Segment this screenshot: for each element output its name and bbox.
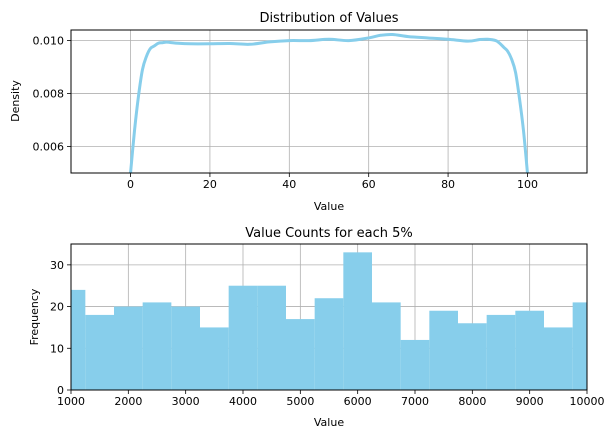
- density-x-axis-label: Value: [314, 200, 344, 213]
- density-chart: Distribution of Values 0 20 40 60 80 100 0.006…: [9, 11, 588, 213]
- density-x-tick-label: 60: [362, 178, 376, 191]
- density-y-axis-label: Density: [9, 80, 22, 122]
- histogram-x-tick-label: 4000: [229, 395, 257, 408]
- density-chart-title: Distribution of Values: [259, 11, 398, 26]
- histogram-x-tick-label: 2000: [114, 395, 142, 408]
- density-y-tick-label: 0.008: [33, 88, 65, 101]
- histogram-y-tick-label: 30: [50, 259, 64, 272]
- density-x-tick-label: 100: [517, 178, 538, 191]
- histogram-x-tick-label: 8000: [458, 395, 486, 408]
- density-x-tick-label: 40: [282, 178, 296, 191]
- density-x-tick-label: 80: [441, 178, 455, 191]
- histogram-x-axis-label: Value: [314, 416, 344, 429]
- density-axis-ticks: 0 20 40 60 80 100 0.006 0.008 0.010: [33, 35, 538, 191]
- histogram-chart-title: Value Counts for each 5%: [245, 226, 412, 241]
- histogram-axis-ticks: 1000 2000 3000 4000 5000 6000 7000 8000 9000 1000…: [50, 259, 605, 408]
- density-x-tick-label: 20: [203, 178, 217, 191]
- histogram-x-tick-label: 10000: [570, 395, 605, 408]
- density-curve-group: [129, 32, 529, 173]
- histogram-bar: [544, 327, 573, 390]
- histogram-x-tick-label: 6000: [344, 395, 372, 408]
- histogram-bar: [286, 319, 315, 390]
- histogram-y-axis-label: Frequency: [28, 288, 41, 345]
- histogram-x-tick-label: 3000: [172, 395, 200, 408]
- histogram-bar: [572, 302, 587, 390]
- density-y-tick-label: 0.006: [33, 141, 65, 154]
- histogram-chart: Value Counts for each 5% 1000 2000 3000 400…: [28, 226, 605, 429]
- histogram-y-tick-label: 10: [50, 342, 64, 355]
- histogram-plot-frame: [70, 243, 588, 391]
- histogram-bar: [314, 298, 344, 390]
- histogram-bar: [257, 285, 286, 390]
- histogram-x-tick-label: 7000: [401, 395, 429, 408]
- density-x-tick-label: 0: [127, 178, 134, 191]
- histogram-bar: [200, 327, 229, 390]
- histogram-bar: [400, 339, 430, 390]
- histogram-y-tick-label: 20: [50, 301, 64, 314]
- histogram-bar: [228, 285, 258, 390]
- histogram-bars-group: [71, 252, 587, 390]
- histogram-bar: [142, 302, 172, 390]
- histogram-x-tick-label: 5000: [286, 395, 314, 408]
- histogram-x-tick-label: 1000: [57, 395, 85, 408]
- histogram-bar: [343, 252, 372, 390]
- histogram-bar: [85, 314, 114, 390]
- histogram-bar: [372, 302, 401, 390]
- density-curve: [129, 32, 529, 173]
- histogram-bar: [429, 310, 458, 390]
- histogram-bar: [486, 314, 516, 390]
- histogram-bar: [71, 289, 86, 390]
- histogram-bar: [515, 310, 544, 390]
- histogram-bar: [114, 306, 143, 390]
- histogram-bar: [171, 306, 200, 390]
- histogram-bar: [458, 323, 487, 390]
- histogram-x-tick-label: 9000: [516, 395, 544, 408]
- histogram-y-tick-label: 0: [57, 384, 64, 397]
- density-y-tick-label: 0.010: [33, 35, 65, 48]
- density-plot-frame: [70, 29, 588, 174]
